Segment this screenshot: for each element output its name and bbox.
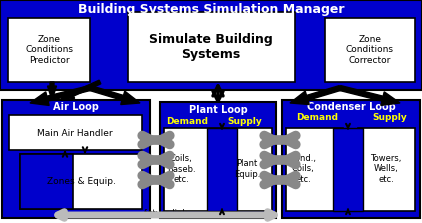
Text: Condenser Loop: Condenser Loop [307,102,395,112]
Text: Zone
Conditions
Corrector: Zone Conditions Corrector [346,35,394,65]
Text: Zone
Conditions
Predictor: Zone Conditions Predictor [25,35,73,65]
Bar [8,18,90,82]
FancyArrow shape [60,80,101,100]
Bar [160,102,276,218]
Bar [2,100,150,218]
Text: Supply: Supply [227,116,262,126]
Text: Demand: Demand [296,114,338,122]
Text: Air Loop: Air Loop [53,102,99,112]
Text: Plant
Equip.: Plant Equip. [234,159,260,179]
Bar [282,100,420,218]
Text: Demand: Demand [166,116,208,126]
Bar [9,115,142,150]
Text: Main Air Handler: Main Air Handler [37,128,113,138]
Bar [20,154,73,209]
Text: Zones & Equip.: Zones & Equip. [46,176,116,186]
Bar [128,12,295,82]
FancyArrow shape [339,86,400,105]
Text: Building Systems Simulation Manager: Building Systems Simulation Manager [78,4,344,17]
Text: Coils,
Baseb.
etc.: Coils, Baseb. etc. [167,154,195,184]
Text: Plant Loop: Plant Loop [189,105,247,115]
Bar [222,128,272,211]
Bar [286,128,343,211]
Text: future link: future link [144,209,188,217]
Bar [207,128,237,211]
Text: Cond.,
Coils,
etc.: Cond., Coils, etc. [289,154,316,184]
Bar [164,128,221,211]
Bar [20,154,142,209]
Bar [0,0,422,90]
Text: Simulate Building
Systems: Simulate Building Systems [149,33,273,61]
FancyArrow shape [89,86,140,105]
Bar [333,128,363,211]
Bar [358,128,415,211]
FancyArrow shape [48,82,57,100]
Text: Supply: Supply [373,114,407,122]
FancyArrow shape [290,86,341,105]
Bar [325,18,415,82]
Text: Towers,
Wells,
etc.: Towers, Wells, etc. [371,154,402,184]
FancyArrow shape [30,86,91,105]
